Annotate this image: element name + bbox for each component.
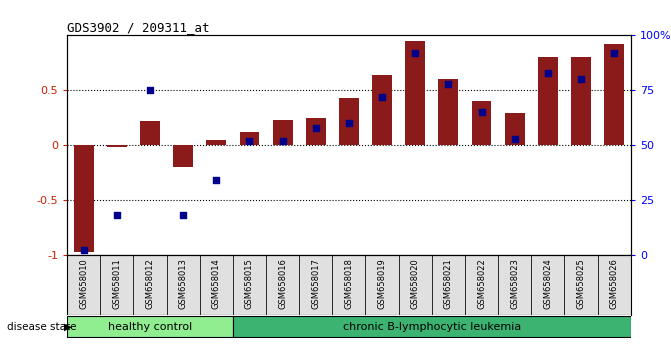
Bar xyxy=(272,120,293,145)
Text: GSM658013: GSM658013 xyxy=(178,258,188,309)
Bar xyxy=(140,121,160,145)
Text: GSM658014: GSM658014 xyxy=(212,258,221,309)
Text: GSM658021: GSM658021 xyxy=(444,258,453,309)
Point xyxy=(111,212,122,218)
Point xyxy=(376,94,387,100)
Bar xyxy=(498,255,531,315)
Bar xyxy=(299,255,332,315)
Text: GSM658018: GSM658018 xyxy=(344,258,354,309)
Bar xyxy=(67,316,233,337)
Bar xyxy=(233,316,631,337)
Text: GSM658011: GSM658011 xyxy=(112,258,121,309)
Point xyxy=(311,125,321,130)
Text: disease state: disease state xyxy=(7,321,76,332)
Bar xyxy=(564,255,598,315)
Text: GSM658010: GSM658010 xyxy=(79,258,88,309)
Point xyxy=(410,50,421,56)
Text: ▶: ▶ xyxy=(64,321,72,332)
Text: GSM658025: GSM658025 xyxy=(576,258,586,309)
Bar xyxy=(74,145,94,252)
Bar xyxy=(339,98,359,145)
Text: healthy control: healthy control xyxy=(108,321,192,332)
Bar xyxy=(332,255,366,315)
Text: GSM658012: GSM658012 xyxy=(146,258,154,309)
Bar xyxy=(372,75,392,145)
Text: GSM658016: GSM658016 xyxy=(278,258,287,309)
Bar xyxy=(67,255,100,315)
Bar xyxy=(432,255,465,315)
Point xyxy=(344,120,354,126)
Bar xyxy=(107,145,127,147)
Text: GSM658015: GSM658015 xyxy=(245,258,254,309)
Bar xyxy=(598,255,631,315)
Point xyxy=(443,81,454,86)
Bar xyxy=(166,255,200,315)
Text: chronic B-lymphocytic leukemia: chronic B-lymphocytic leukemia xyxy=(343,321,521,332)
Point xyxy=(509,136,520,141)
Text: GSM658022: GSM658022 xyxy=(477,258,486,309)
Bar xyxy=(531,255,564,315)
Bar xyxy=(538,57,558,145)
Bar xyxy=(233,255,266,315)
Bar xyxy=(240,132,260,145)
Bar xyxy=(405,41,425,145)
Bar xyxy=(207,139,226,145)
Point xyxy=(542,70,553,75)
Text: GSM658026: GSM658026 xyxy=(610,258,619,309)
Text: GSM658023: GSM658023 xyxy=(510,258,519,309)
Point xyxy=(576,76,586,82)
Bar xyxy=(399,255,432,315)
Bar xyxy=(134,255,166,315)
Text: GSM658020: GSM658020 xyxy=(411,258,420,309)
Bar xyxy=(571,57,591,145)
Bar xyxy=(465,255,498,315)
Bar xyxy=(438,79,458,145)
Text: GSM658017: GSM658017 xyxy=(311,258,320,309)
Text: GDS3902 / 209311_at: GDS3902 / 209311_at xyxy=(67,21,209,34)
Point xyxy=(476,109,487,115)
Point xyxy=(244,138,255,144)
Point xyxy=(79,248,89,253)
Text: GSM658024: GSM658024 xyxy=(544,258,552,309)
Point xyxy=(609,50,619,56)
Bar xyxy=(306,118,325,145)
Text: GSM658019: GSM658019 xyxy=(378,258,386,309)
Bar xyxy=(100,255,134,315)
Bar xyxy=(604,44,624,145)
Bar xyxy=(200,255,233,315)
Bar xyxy=(472,101,491,145)
Point xyxy=(211,177,221,183)
Point xyxy=(178,212,189,218)
Bar xyxy=(366,255,399,315)
Bar xyxy=(505,113,525,145)
Point xyxy=(145,87,156,93)
Bar xyxy=(266,255,299,315)
Point xyxy=(277,138,288,144)
Bar xyxy=(173,145,193,167)
